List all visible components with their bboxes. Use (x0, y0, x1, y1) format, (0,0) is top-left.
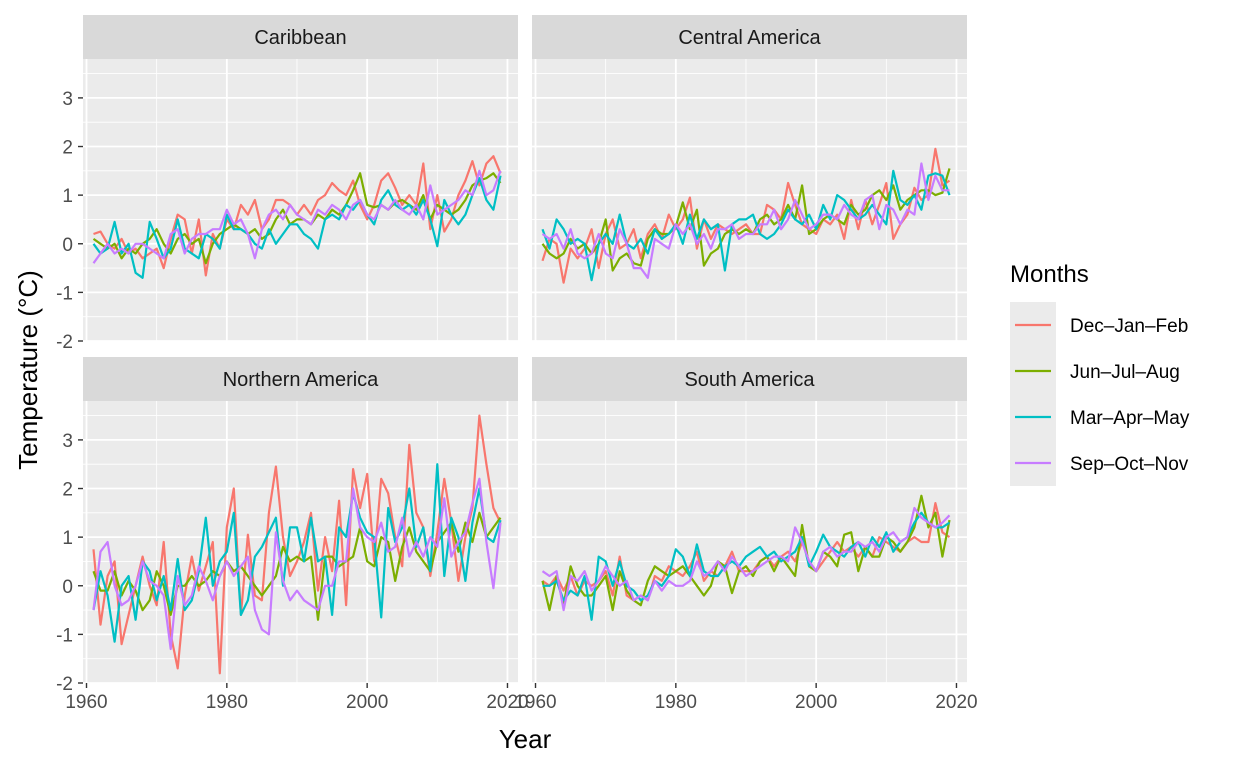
x-tick-label: 1960 (514, 692, 556, 713)
x-tick-label: 2000 (346, 692, 388, 713)
series-line-dec-jan-feb (541, 147, 951, 284)
x-tick-label: 2000 (795, 692, 837, 713)
y-tick-label: 3 (62, 431, 73, 452)
x-tick-label: 1960 (65, 692, 107, 713)
series-line-mar-apr-may (542, 511, 951, 621)
facet-strip-label: South America (684, 369, 815, 391)
x-tick-label: 1980 (206, 692, 248, 713)
y-tick-label: -2 (56, 332, 73, 353)
series-line-mar-apr-may (92, 175, 502, 279)
panel-background (83, 59, 518, 341)
facet-strip (532, 357, 967, 401)
panel-south-america: South America 1960 1980 2000 2020 (514, 357, 978, 713)
y-tick-label: 3 (62, 89, 73, 110)
y-tick-label: 2 (62, 480, 73, 501)
series-line-jun-jul-aug (541, 494, 951, 612)
series-line-dec-jan-feb (541, 502, 951, 602)
legend: Months Dec–Jan–Feb Jun–Jul–Aug Mar–Apr–May S… (1010, 261, 1190, 486)
series-line-sep-oct-nov (541, 162, 950, 279)
x-axis-title: Year (499, 724, 552, 754)
y-axis-title: Temperature (°C) (13, 270, 43, 470)
series-line-jun-jul-aug (92, 172, 502, 265)
legend-title: Months (1010, 261, 1089, 288)
series-line-sep-oct-nov (92, 169, 502, 264)
series-line-jun-jul-aug (541, 168, 951, 272)
y-tick-label: 2 (62, 138, 73, 159)
y-tick-label: 1 (62, 186, 73, 207)
facet-strip-label: Northern America (223, 369, 379, 391)
panel-background (532, 59, 967, 341)
x-tick-label: 2020 (935, 692, 977, 713)
y-tick-label: -2 (56, 674, 73, 695)
panel-northern-america: Northern America -2 -1 0 1 2 3 1960 1980 2000 2020 (56, 357, 529, 713)
y-tick-label: 1 (62, 528, 73, 549)
x-tick-label: 2020 (486, 692, 528, 713)
legend-label: Jun–Jul–Aug (1070, 362, 1180, 383)
x-tick-label: 1980 (655, 692, 697, 713)
legend-label: Sep–Oct–Nov (1070, 454, 1189, 475)
y-tick-label: 0 (62, 577, 73, 598)
y-tick-label: 0 (62, 235, 73, 256)
series-line-mar-apr-may (92, 463, 502, 643)
facet-strip-label: Central America (678, 27, 821, 49)
y-tick-label: -1 (56, 625, 73, 646)
series-line-sep-oct-nov (541, 506, 951, 612)
series-line-sep-oct-nov (92, 477, 502, 651)
legend-item: Sep–Oct–Nov (1010, 440, 1189, 486)
legend-item: Jun–Jul–Aug (1010, 348, 1180, 394)
legend-label: Mar–Apr–May (1070, 408, 1190, 429)
panel-central-america: Central America (532, 15, 967, 342)
legend-label: Dec–Jan–Feb (1070, 316, 1188, 337)
facet-strip-label: Caribbean (254, 27, 346, 49)
facet-strip (83, 15, 518, 59)
facet-strip (83, 357, 518, 401)
legend-item: Mar–Apr–May (1010, 394, 1190, 440)
legend-item: Dec–Jan–Feb (1010, 302, 1188, 348)
y-tick-label: -1 (56, 283, 73, 304)
panel-caribbean: Caribbean -2 -1 0 1 2 3 (56, 15, 518, 353)
facet-strip (532, 15, 967, 59)
